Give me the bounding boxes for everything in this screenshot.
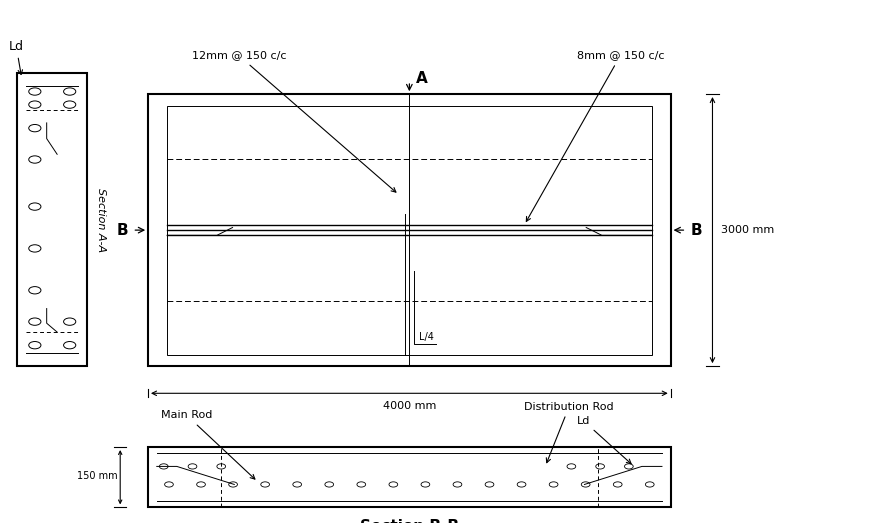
- Text: L/4: L/4: [419, 332, 434, 342]
- Text: Ld: Ld: [9, 40, 24, 74]
- Text: B: B: [691, 223, 703, 237]
- Text: 4000 mm: 4000 mm: [382, 401, 436, 411]
- Bar: [17, 73, 87, 366]
- Bar: [148, 94, 671, 366]
- Text: Section A-A: Section A-A: [96, 188, 105, 252]
- Text: 150 mm: 150 mm: [77, 471, 118, 481]
- Bar: [167, 106, 652, 355]
- Text: Distribution Rod: Distribution Rod: [524, 402, 614, 463]
- Text: 12mm @ 150 c/c: 12mm @ 150 c/c: [192, 51, 396, 192]
- Text: 8mm @ 150 c/c: 8mm @ 150 c/c: [526, 51, 664, 221]
- Text: Main Rod: Main Rod: [161, 411, 255, 479]
- Text: 3000 mm: 3000 mm: [721, 225, 774, 235]
- Text: A: A: [416, 71, 428, 86]
- Text: B: B: [116, 223, 128, 237]
- Text: Section B-B: Section B-B: [360, 519, 459, 523]
- Text: Ld: Ld: [577, 416, 631, 464]
- Bar: [148, 447, 671, 507]
